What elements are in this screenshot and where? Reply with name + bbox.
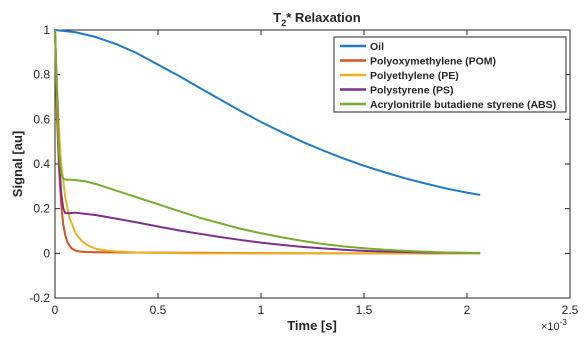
series-lines xyxy=(54,29,481,255)
y-tick-label: 1 xyxy=(43,23,50,37)
y-tick-label: 0.6 xyxy=(33,112,50,126)
series-line-4 xyxy=(54,29,481,255)
y-tick-label: 0 xyxy=(43,246,50,260)
x-axis-label: Time [s] xyxy=(287,318,337,333)
legend-label-3: Polyethylene (PE) xyxy=(370,70,459,82)
y-axis: -0.2 0 0.2 0.4 0.6 0.8 1 xyxy=(29,23,570,305)
x-tick-label: 1.5 xyxy=(356,303,373,317)
legend-label-2: Polyoxymethylene (POM) xyxy=(370,56,496,68)
y-tick-label: -0.2 xyxy=(29,291,50,305)
legend: Oil Polyoxymethylene (POM) Polyethylene (P… xyxy=(333,36,567,113)
y-tick-label: 0.4 xyxy=(33,157,50,171)
series-line-1 xyxy=(54,29,481,196)
y-tick-label: 0.2 xyxy=(33,202,50,216)
legend-label-4: Polystyrene (PS) xyxy=(370,85,453,97)
series-line-5 xyxy=(54,29,481,255)
x-tick-label: 2 xyxy=(464,303,471,317)
x-tick-label: 0.5 xyxy=(150,303,167,317)
x-tick-label: 2.5 xyxy=(562,303,579,317)
y-axis-label: Signal [au] xyxy=(10,131,25,197)
legend-label-1: Oil xyxy=(370,41,384,53)
x-tick-label: 1 xyxy=(258,303,265,317)
legend-label-5: Acrylonitrile butadiene styrene (ABS) xyxy=(370,99,556,111)
legend-box xyxy=(333,36,567,113)
x-tick-label: 0 xyxy=(52,303,59,317)
chart-title: T2* Relaxation xyxy=(273,10,360,28)
x-axis-exponent: ×10-3 xyxy=(541,318,567,333)
y-tick-label: 0.8 xyxy=(33,68,50,82)
